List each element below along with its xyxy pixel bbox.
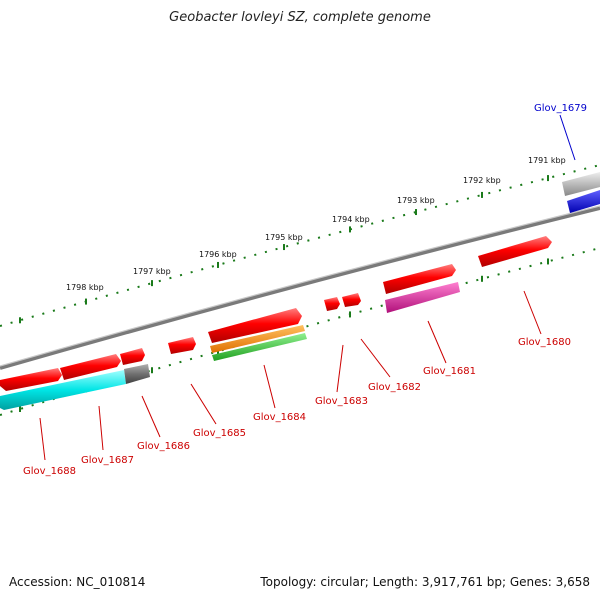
glov-1683-cds[interactable] — [324, 297, 340, 311]
gene-label-glov-1686[interactable]: Glov_1686 — [137, 395, 190, 452]
gene-label-glov-1683[interactable]: Glov_1683 — [315, 344, 368, 407]
gene-label-glov-1681[interactable]: Glov_1681 — [423, 320, 476, 377]
blue-feature — [567, 190, 600, 213]
scale-label: 1797 kbp — [133, 267, 171, 276]
leader-line — [336, 344, 344, 393]
orange-feature — [210, 325, 305, 353]
glov-1686-cds[interactable] — [120, 348, 145, 365]
gene-label-text: Glov_1687 — [81, 455, 134, 466]
gene-label-text: Glov_1685 — [193, 428, 246, 439]
leader-line — [141, 395, 161, 438]
glov-1688-cds[interactable] — [0, 368, 62, 391]
scale-label: 1798 kbp — [66, 283, 104, 292]
leader-line — [523, 290, 542, 335]
glov-1687-cds[interactable] — [60, 354, 121, 380]
scale-label: 1791 kbp — [528, 156, 566, 165]
leader-line — [263, 364, 276, 409]
outer-scale-dots — [0, 164, 600, 327]
accession-text: Accession: NC_010814 — [9, 575, 146, 589]
glov-1682-cds[interactable] — [342, 293, 361, 307]
scale-label: 1795 kbp — [265, 233, 303, 242]
gene-label-glov-1688[interactable]: Glov_1688 — [23, 417, 76, 477]
gray-feature — [124, 364, 150, 384]
leader-line — [559, 114, 576, 161]
scale-label: 1793 kbp — [397, 196, 435, 205]
outer-scale: 1791 kbp 1792 kbp 1793 kbp 1794 kbp 1795… — [0, 156, 600, 327]
gene-label-glov-1682[interactable]: Glov_1682 — [360, 338, 421, 393]
glov-1684-cds[interactable] — [208, 308, 302, 343]
leader-line — [190, 383, 217, 425]
scale-label: 1796 kbp — [199, 250, 237, 259]
gene-label-glov-1684[interactable]: Glov_1684 — [253, 364, 306, 423]
gene-label-text: Glov_1686 — [137, 441, 190, 452]
leader-line — [39, 417, 46, 461]
backbone — [0, 205, 600, 370]
scale-label: 1794 kbp — [332, 215, 370, 224]
forward-features — [0, 172, 600, 391]
glov-1681-cds[interactable] — [383, 264, 456, 294]
gene-label-text: Glov_1680 — [518, 337, 571, 348]
glov-1680-cds[interactable] — [478, 236, 552, 267]
gene-label-text: Glov_1682 — [368, 382, 421, 393]
gene-label-text: Glov_1683 — [315, 396, 368, 407]
scale-label: 1792 kbp — [463, 176, 501, 185]
backbone-line — [0, 206, 600, 370]
map-title: Geobacter lovleyi SZ, complete genome — [169, 10, 431, 25]
gene-label-text: Glov_1684 — [253, 412, 306, 423]
gene-labels: Glov_1679 Glov_1680 Glov_1681 Glov_1682 … — [23, 103, 587, 477]
leader-line — [360, 338, 391, 378]
genome-summary-text: Topology: circular; Length: 3,917,761 bp… — [260, 575, 590, 589]
scale-labels: 1791 kbp 1792 kbp 1793 kbp 1794 kbp 1795… — [66, 156, 566, 292]
gene-label-text: Glov_1688 — [23, 466, 76, 477]
backbone-highlight — [0, 205, 600, 367]
gene-label-glov-1680[interactable]: Glov_1680 — [518, 290, 571, 348]
gene-label-text: Glov_1681 — [423, 366, 476, 377]
annotation-features — [0, 190, 600, 410]
gene-label-glov-1679[interactable]: Glov_1679 — [534, 103, 587, 161]
green-feature — [212, 333, 307, 361]
outer-scale-ticks — [19, 175, 549, 324]
leader-line — [427, 320, 447, 364]
gene-label-glov-1687[interactable]: Glov_1687 — [81, 405, 134, 466]
gene-label-text: Glov_1679 — [534, 103, 587, 114]
gene-label-glov-1685[interactable]: Glov_1685 — [190, 383, 246, 439]
glov-1679-cds[interactable] — [562, 172, 600, 196]
magenta-feature — [385, 282, 460, 313]
leader-line — [98, 405, 104, 451]
cyan-feature — [0, 370, 126, 410]
glov-1685-cds[interactable] — [168, 337, 196, 354]
